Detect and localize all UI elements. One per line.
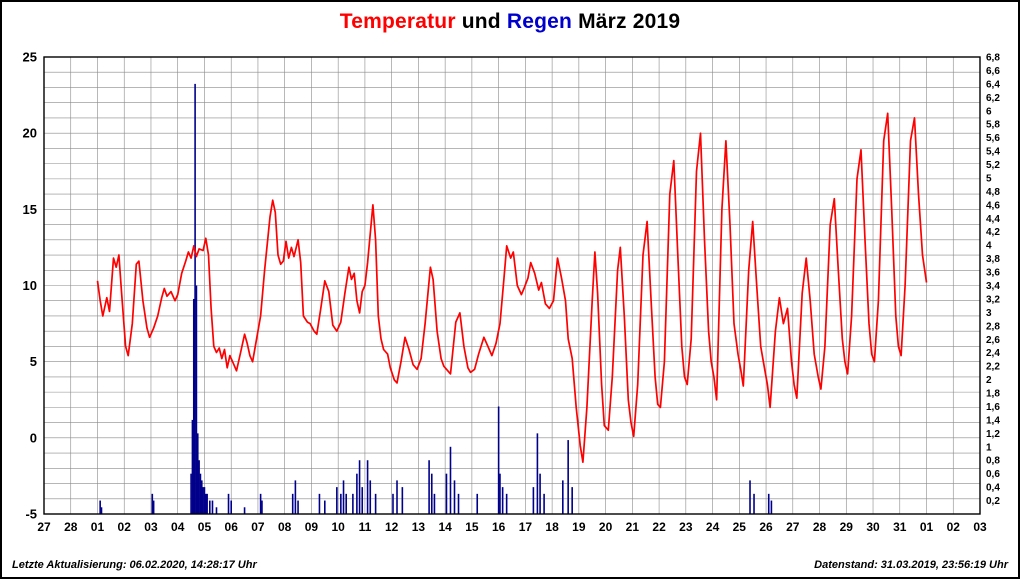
svg-text:03: 03 bbox=[144, 520, 158, 534]
svg-text:3: 3 bbox=[986, 308, 992, 319]
chart-title-temperatur: Temperatur bbox=[339, 10, 456, 33]
svg-text:03: 03 bbox=[973, 520, 987, 534]
svg-text:07: 07 bbox=[251, 520, 265, 534]
plot-border bbox=[43, 56, 981, 515]
svg-text:4,4: 4,4 bbox=[986, 214, 1000, 225]
svg-text:02: 02 bbox=[947, 520, 961, 534]
svg-text:10: 10 bbox=[23, 278, 37, 293]
svg-text:15: 15 bbox=[465, 520, 479, 534]
svg-text:0,4: 0,4 bbox=[986, 483, 1000, 494]
svg-text:14: 14 bbox=[438, 520, 452, 534]
svg-text:6: 6 bbox=[986, 106, 992, 117]
svg-text:4,2: 4,2 bbox=[986, 227, 1000, 238]
gridlines bbox=[43, 57, 981, 514]
svg-text:16: 16 bbox=[492, 520, 506, 534]
temperature-line bbox=[96, 112, 928, 464]
svg-text:5: 5 bbox=[986, 173, 992, 184]
last-update-text: Letzte Aktualisierung: 06.02.2020, 14:28… bbox=[12, 559, 257, 571]
svg-text:3,4: 3,4 bbox=[986, 281, 1000, 292]
svg-text:20: 20 bbox=[599, 520, 613, 534]
svg-text:2: 2 bbox=[986, 375, 992, 386]
x-axis-labels: 27 28 01 02 03 04 05 06 07 08 09 10 11 12 13 14 15 16 17 18… bbox=[37, 520, 987, 534]
svg-text:1,6: 1,6 bbox=[986, 402, 1000, 413]
svg-text:28: 28 bbox=[64, 520, 78, 534]
svg-text:25: 25 bbox=[733, 520, 747, 534]
svg-text:5,2: 5,2 bbox=[986, 160, 1000, 171]
svg-text:09: 09 bbox=[305, 520, 319, 534]
svg-text:17: 17 bbox=[519, 520, 533, 534]
svg-text:12: 12 bbox=[385, 520, 399, 534]
svg-text:6,4: 6,4 bbox=[986, 79, 1000, 90]
svg-text:31: 31 bbox=[893, 520, 907, 534]
svg-text:22: 22 bbox=[652, 520, 666, 534]
svg-text:2,2: 2,2 bbox=[986, 362, 1000, 373]
svg-text:24: 24 bbox=[706, 520, 720, 534]
svg-text:18: 18 bbox=[545, 520, 559, 534]
svg-text:29: 29 bbox=[840, 520, 854, 534]
svg-text:25: 25 bbox=[23, 50, 37, 65]
svg-text:11: 11 bbox=[359, 520, 372, 534]
svg-text:1: 1 bbox=[986, 442, 992, 453]
svg-text:06: 06 bbox=[225, 520, 239, 534]
svg-text:1,2: 1,2 bbox=[986, 429, 1000, 440]
svg-text:5,8: 5,8 bbox=[986, 120, 1000, 131]
svg-text:1,8: 1,8 bbox=[986, 389, 1000, 400]
svg-text:4: 4 bbox=[986, 241, 992, 252]
y-axis-left-labels: 25 20 15 10 5 0 -5 bbox=[23, 50, 37, 522]
svg-text:0,6: 0,6 bbox=[986, 469, 1000, 480]
svg-text:28: 28 bbox=[813, 520, 827, 534]
svg-text:6,2: 6,2 bbox=[986, 93, 1000, 104]
svg-text:5: 5 bbox=[30, 354, 37, 369]
svg-text:0,8: 0,8 bbox=[986, 456, 1000, 467]
svg-text:6,8: 6,8 bbox=[986, 53, 1000, 64]
svg-text:15: 15 bbox=[23, 202, 37, 217]
svg-text:01: 01 bbox=[920, 520, 934, 534]
svg-text:30: 30 bbox=[866, 520, 880, 534]
svg-text:13: 13 bbox=[412, 520, 426, 534]
svg-text:4,6: 4,6 bbox=[986, 200, 1000, 211]
svg-text:2,6: 2,6 bbox=[986, 335, 1000, 346]
svg-text:27: 27 bbox=[786, 520, 800, 534]
svg-text:-5: -5 bbox=[25, 507, 37, 522]
svg-text:2,4: 2,4 bbox=[986, 348, 1000, 359]
svg-text:04: 04 bbox=[171, 520, 185, 534]
svg-text:10: 10 bbox=[331, 520, 345, 534]
svg-text:02: 02 bbox=[118, 520, 132, 534]
svg-text:3,6: 3,6 bbox=[986, 268, 1000, 279]
svg-text:4,8: 4,8 bbox=[986, 187, 1000, 198]
data-state-text: Datenstand: 31.03.2019, 23:56:19 Uhr bbox=[814, 559, 1008, 571]
svg-text:3,8: 3,8 bbox=[986, 254, 1000, 265]
svg-text:0: 0 bbox=[30, 430, 37, 445]
svg-text:05: 05 bbox=[198, 520, 212, 534]
svg-text:2,8: 2,8 bbox=[986, 321, 1000, 332]
svg-text:01: 01 bbox=[91, 520, 105, 534]
svg-text:3,2: 3,2 bbox=[986, 294, 1000, 305]
svg-text:26: 26 bbox=[759, 520, 773, 534]
rain-bars bbox=[99, 83, 773, 514]
chart-title-und: und bbox=[455, 10, 507, 33]
svg-text:19: 19 bbox=[572, 520, 586, 534]
chart-title: Temperatur und Regen März 2019 bbox=[2, 10, 1018, 34]
svg-text:1,4: 1,4 bbox=[986, 415, 1000, 426]
svg-text:6,6: 6,6 bbox=[986, 66, 1000, 77]
chart-title-month: März 2019 bbox=[572, 10, 681, 33]
y-axis-right-labels: 6,8 6,6 6,4 6,2 6 5,8 5,6 5,4 5,2 5 4,8 4,6 4,4 4,2 4 3… bbox=[986, 53, 1000, 508]
svg-text:5,6: 5,6 bbox=[986, 133, 1000, 144]
svg-text:5,4: 5,4 bbox=[986, 147, 1000, 158]
svg-text:27: 27 bbox=[37, 520, 51, 534]
svg-text:23: 23 bbox=[679, 520, 693, 534]
chart-title-regen: Regen bbox=[506, 10, 573, 33]
svg-text:21: 21 bbox=[626, 520, 640, 534]
svg-text:20: 20 bbox=[23, 126, 37, 141]
svg-text:08: 08 bbox=[278, 520, 292, 534]
svg-text:0,2: 0,2 bbox=[986, 496, 1000, 507]
